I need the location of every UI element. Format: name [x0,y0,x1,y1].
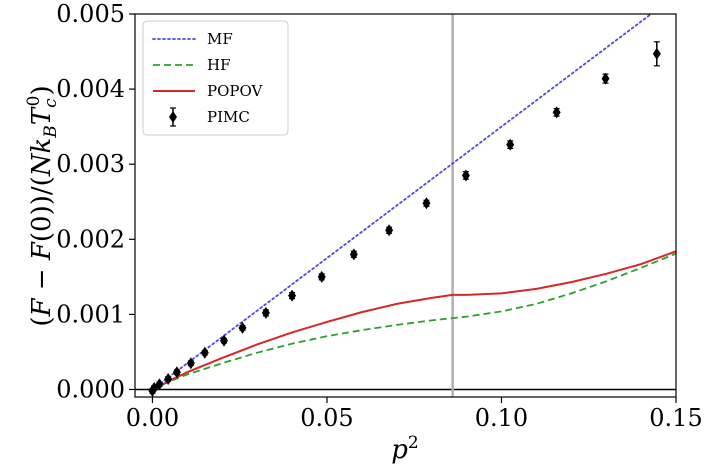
data-point [220,334,229,347]
svg-text:(F − F(0))/(NkBTc0): (F − F(0))/(NkBTc0) [24,85,61,326]
data-point [261,306,270,319]
y-tick-label: 0.004 [56,75,125,103]
y-tick-label: 0.002 [56,225,125,253]
data-point [506,138,515,151]
data-point [552,106,561,119]
y-tick-label: 0.003 [56,150,125,178]
ticks: 0.00 0.05 0.10 0.15 0.000 0.001 0.002 0.003 0.00… [56,0,702,432]
data-point [601,72,610,85]
axes [134,13,677,398]
legend-box [142,20,289,136]
series-popov-line [151,250,676,391]
legend-entry-hf: HF [153,56,231,74]
y-axis-title: (F − F(0))/(NkBTc0) [24,85,61,326]
data-point [461,169,470,182]
series-hf-line [152,252,676,391]
data-point [317,270,326,283]
x-tick-label: 0.10 [475,404,528,432]
y-tick-label: 0.005 [56,0,125,28]
legend-label: PIMC [207,108,250,126]
legend-marker [169,111,177,123]
data-point [155,378,164,391]
data-point [186,357,195,370]
legend-entry-pimc: PIMC [169,107,250,127]
series-mf-line [151,14,653,391]
data-point [238,321,247,334]
reference-lines [135,14,676,397]
data-point [385,224,394,237]
x-tick-label: 0.15 [649,404,702,432]
data-point [172,366,181,379]
x-tick-label: 0.05 [300,404,353,432]
data-point [288,289,297,302]
data-point [200,346,209,359]
legend-label: HF [207,56,231,74]
legend-entry-mf: MF [152,30,233,48]
legend: MF HF POPOV PIMC [142,20,289,136]
data-point [652,47,661,60]
series-pimc [148,41,661,397]
y-tick-label: 0.000 [56,375,125,403]
legend-label: MF [207,30,233,48]
legend-entry-popov: POPOV [153,82,264,100]
series-layer [148,14,676,397]
data-point [422,197,431,210]
y-tick-label: 0.001 [56,300,125,328]
x-tick-label: 0.00 [126,404,179,432]
axes-frame [134,13,677,398]
x-axis-title: p2 [391,433,418,465]
data-point [349,248,358,261]
legend-label: POPOV [207,82,264,100]
data-point [164,372,173,385]
